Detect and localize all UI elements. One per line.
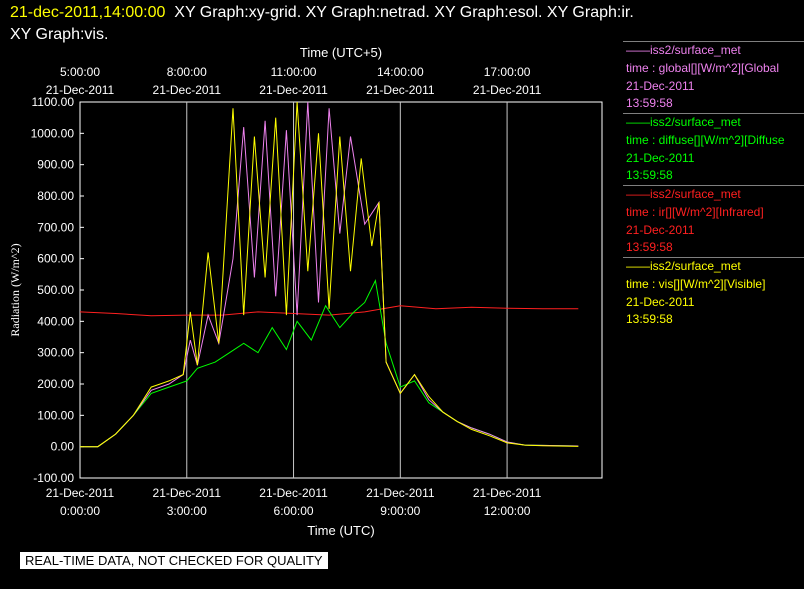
legend-separator — [623, 185, 804, 186]
header-timestamp: 21-dec-2011,14:00:00 — [10, 4, 166, 21]
legend-separator — [623, 113, 804, 114]
legend-date: 21-Dec-2011 — [626, 78, 695, 93]
x-tick-date-label: 21-Dec-2011 — [366, 486, 435, 500]
x2-tick-time-label: 5:00:00 — [60, 65, 100, 79]
legend-time: 13:59:58 — [626, 168, 673, 183]
series-line-global — [80, 102, 579, 448]
y-tick-label: 1000.00 — [31, 126, 75, 140]
graph-header: 21-dec-2011,14:00:00 XY Graph:xy-grid. X… — [10, 4, 634, 22]
x-tick-time-label: 12:00:00 — [484, 504, 531, 518]
x2-tick-date-label: 21-Dec-2011 — [259, 83, 328, 97]
legend-source: ——iss2/surface_met — [626, 115, 741, 129]
x2-tick-time-label: 8:00:00 — [167, 65, 207, 79]
x2-tick-time-label: 14:00:00 — [377, 65, 424, 79]
x-tick-date-label: 21-Dec-2011 — [153, 486, 222, 500]
x-tick-date-label: 21-Dec-2011 — [473, 486, 542, 500]
x2-tick-date-label: 21-Dec-2011 — [366, 83, 435, 97]
y-tick-label: 800.00 — [37, 189, 74, 203]
legend-separator — [623, 257, 804, 258]
x-axis-title: Time (UTC) — [307, 523, 374, 538]
x2-tick-time-label: 11:00:00 — [271, 65, 317, 79]
y-tick-label: 200.00 — [37, 377, 74, 391]
y-tick-label: 0.00 — [51, 440, 75, 454]
y-axis-title: Radiation (W/m^2) — [8, 243, 22, 336]
y-tick-label: 900.00 — [37, 158, 74, 172]
y-tick-label: 1100.00 — [32, 95, 75, 109]
header-graph-list: XY Graph:xy-grid. XY Graph:netrad. XY Gr… — [174, 4, 634, 21]
y-tick-label: 100.00 — [37, 408, 74, 422]
series-line-vis — [80, 102, 579, 448]
x2-tick-date-label: 21-Dec-2011 — [46, 83, 115, 97]
plot-frame — [79, 101, 603, 479]
legend-source: ——iss2/surface_met — [626, 187, 741, 201]
legend-source: ——iss2/surface_met — [626, 259, 741, 273]
legend-field: time : diffuse[][W/m^2][Diffuse — [626, 132, 785, 147]
quality-notice: REAL-TIME DATA, NOT CHECKED FOR QUALITY — [20, 552, 328, 569]
legend-separator — [623, 41, 804, 42]
x-tick-time-label: 3:00:00 — [167, 504, 207, 518]
x2-axis-title: Time (UTC+5) — [300, 45, 382, 60]
y-tick-label: 400.00 — [37, 314, 74, 328]
x2-tick-time-label: 17:00:00 — [484, 65, 531, 79]
legend-date: 21-Dec-2011 — [626, 222, 695, 237]
legend-date: 21-Dec-2011 — [626, 294, 695, 309]
x2-tick-date-label: 21-Dec-2011 — [153, 83, 222, 97]
header-graph-list-continued: XY Graph:vis. — [10, 26, 109, 43]
x-tick-time-label: 9:00:00 — [380, 504, 420, 518]
y-tick-label: 600.00 — [37, 252, 74, 266]
x2-tick-date-label: 21-Dec-2011 — [473, 83, 542, 97]
y-tick-label: -100.00 — [33, 471, 74, 485]
legend-source: ——iss2/surface_met — [626, 43, 741, 57]
legend-field: time : global[][W/m^2][Global — [626, 60, 780, 75]
x-tick-time-label: 6:00:00 — [274, 504, 314, 518]
series-line-ir — [80, 305, 579, 317]
y-tick-label: 500.00 — [37, 283, 74, 297]
legend-time: 13:59:58 — [626, 312, 673, 327]
legend-field: time : vis[][W/m^2][Visible] — [626, 276, 766, 291]
x-tick-date-label: 21-Dec-2011 — [46, 486, 115, 500]
y-tick-label: 700.00 — [37, 220, 74, 234]
x-tick-time-label: 0:00:00 — [60, 504, 100, 518]
legend-time: 13:59:58 — [626, 240, 673, 255]
legend-field: time : ir[][W/m^2][Infrared] — [626, 204, 764, 219]
legend-time: 13:59:58 — [626, 96, 673, 111]
legend-date: 21-Dec-2011 — [626, 150, 695, 165]
y-tick-label: 300.00 — [37, 346, 74, 360]
x-tick-date-label: 21-Dec-2011 — [259, 486, 328, 500]
